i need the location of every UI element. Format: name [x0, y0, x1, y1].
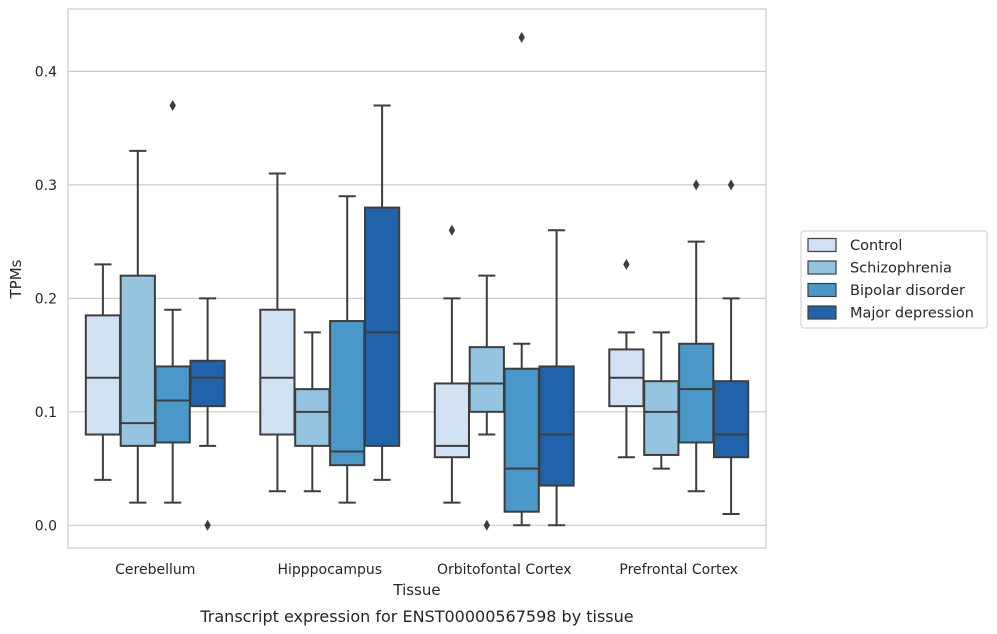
outlier-point [693, 179, 700, 191]
x-tick-label: Orbitofontal Cortex [437, 562, 572, 578]
box-major-depression [538, 229, 575, 527]
y-tick-label: 0.0 [35, 518, 57, 534]
outlier-point [483, 519, 490, 531]
outlier-point [204, 519, 211, 531]
box-body [84, 314, 122, 436]
legend: Control Schizophrenia Bipolar disorder Majo… [800, 230, 988, 329]
box-bipolar-disorder [154, 99, 191, 504]
box-major-depression [712, 179, 750, 515]
y-axis-ticks: 0.0 0.1 0.2 0.3 0.4 [35, 64, 57, 534]
box-body [363, 206, 401, 447]
legend-label: Major depression [850, 306, 974, 322]
box-control [259, 172, 296, 493]
y-tick-label: 0.4 [35, 64, 57, 80]
x-axis-label: Tissue [392, 581, 440, 599]
legend-swatch [807, 282, 837, 298]
box-bipolar-disorder [678, 179, 715, 493]
box-control [608, 258, 645, 459]
box-body [538, 365, 575, 487]
y-tick-label: 0.3 [35, 178, 57, 194]
box-body [259, 308, 296, 436]
box-body [468, 346, 505, 413]
figure-caption: Transcript expression for ENST0000056759… [199, 607, 633, 626]
box-major-depression [189, 297, 226, 531]
y-tick-label: 0.1 [35, 405, 57, 421]
box-body [189, 359, 226, 408]
legend-swatch [807, 237, 837, 253]
box-schizophrenia [468, 274, 505, 531]
box-bipolar-disorder [503, 31, 540, 527]
outlier-point [727, 179, 735, 191]
legend-label: Schizophrenia [850, 261, 952, 277]
box-major-depression [363, 104, 401, 481]
box-plots [84, 31, 750, 531]
x-axis-ticks: Cerebellum Hipppocampus Orbitofontal Corte… [115, 562, 738, 578]
outlier-point [169, 99, 176, 111]
legend-label: Control [850, 238, 902, 254]
box-body [154, 365, 191, 444]
box-schizophrenia [294, 331, 331, 493]
box-body [329, 320, 366, 467]
box-control [84, 263, 122, 481]
legend-swatch [807, 260, 837, 275]
x-tick-label: Cerebellum [115, 562, 195, 578]
y-axis-label: TPMs [7, 259, 25, 299]
legend-swatch [807, 305, 837, 320]
box-body [712, 380, 750, 459]
box-schizophrenia [643, 331, 680, 470]
box-schizophrenia [119, 149, 156, 504]
box-body [119, 274, 156, 447]
legend-label: Bipolar disorder [850, 283, 965, 299]
y-tick-label: 0.2 [35, 291, 57, 307]
box-body [294, 388, 331, 447]
legend-frame [800, 230, 988, 329]
box-body [678, 342, 715, 444]
x-tick-label: Hipppocampus [277, 562, 382, 578]
box-bipolar-disorder [329, 195, 366, 504]
outlier-point [448, 224, 456, 236]
box-body [643, 380, 680, 456]
x-tick-label: Prefrontal Cortex [619, 562, 738, 578]
outlier-point [623, 258, 630, 270]
plot-frame [67, 8, 767, 549]
outlier-point [518, 31, 525, 43]
box-body [503, 367, 540, 513]
box-control [433, 224, 471, 504]
